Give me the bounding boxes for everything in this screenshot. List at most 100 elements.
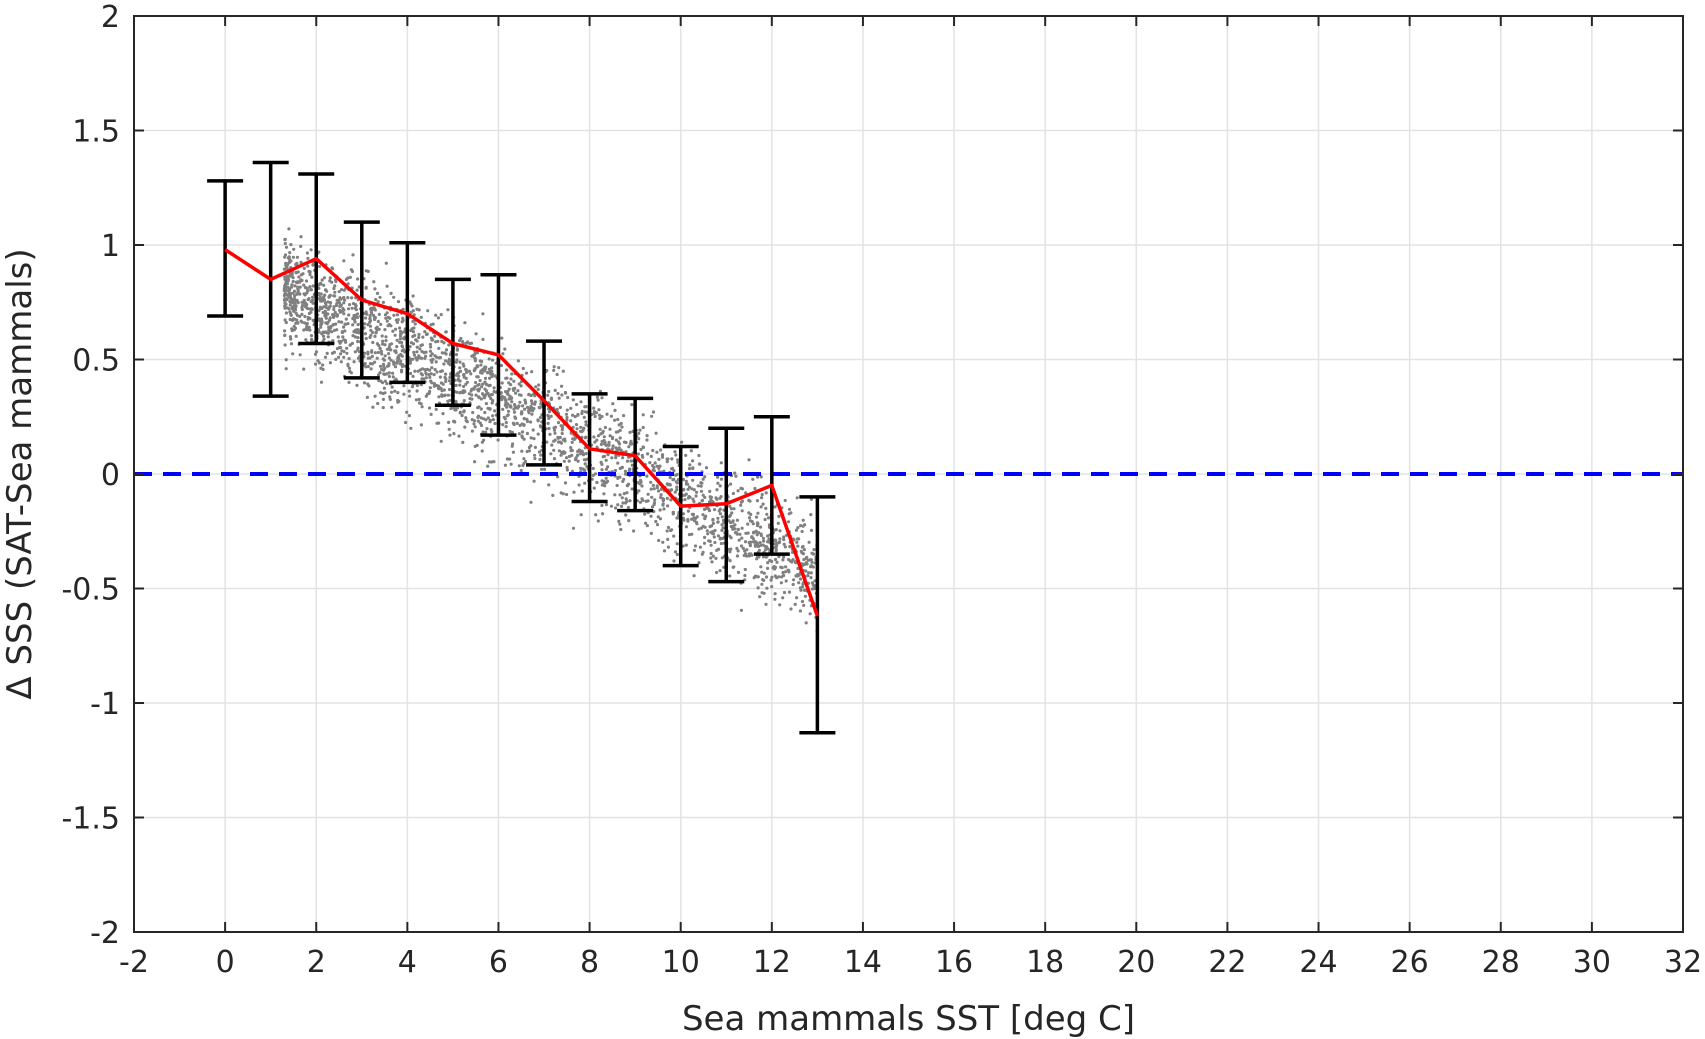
scatter-point — [291, 291, 295, 295]
scatter-point — [624, 497, 628, 501]
scatter-point — [718, 512, 723, 516]
scatter-point — [756, 475, 760, 479]
scatter-point — [564, 456, 569, 460]
scatter-point — [690, 517, 694, 521]
scatter-point — [310, 337, 314, 341]
scatter-point — [337, 320, 341, 324]
scatter-point — [606, 453, 610, 457]
scatter-point — [332, 305, 336, 309]
scatter-point — [334, 322, 338, 326]
scatter-point — [529, 436, 533, 440]
scatter-point — [295, 292, 299, 296]
scatter-point — [411, 342, 416, 346]
x-tick-label: -2 — [119, 945, 149, 980]
scatter-point — [364, 336, 368, 341]
scatter-point — [378, 371, 382, 375]
scatter-point — [744, 491, 748, 495]
scatter-point — [464, 382, 468, 386]
scatter-point — [708, 495, 712, 499]
scatter-point — [319, 297, 323, 301]
scatter-point — [720, 515, 724, 519]
scatter-point — [368, 356, 372, 360]
scatter-point — [779, 581, 784, 585]
scatter-point — [665, 460, 669, 464]
scatter-point — [614, 446, 618, 450]
scatter-point — [600, 396, 604, 400]
scatter-point — [628, 430, 632, 434]
scatter-point — [770, 585, 774, 589]
scatter-point — [524, 401, 528, 405]
scatter-point — [709, 543, 713, 547]
scatter-point — [753, 540, 757, 544]
scatter-point — [502, 415, 506, 419]
scatter-point — [478, 359, 482, 363]
scatter-point — [604, 481, 608, 485]
scatter-point — [751, 522, 755, 526]
scatter-point — [715, 488, 719, 492]
scatter-point — [530, 370, 534, 374]
scatter-point — [377, 327, 381, 331]
scatter-point — [706, 532, 710, 536]
scatter-point — [651, 448, 655, 453]
scatter-point — [604, 458, 608, 462]
scatter-point — [433, 354, 437, 358]
scatter-point — [464, 416, 468, 420]
scatter-point — [592, 435, 596, 439]
scatter-point — [381, 362, 386, 366]
scatter-point — [695, 522, 699, 526]
scatter-point — [389, 324, 393, 328]
scatter-point — [388, 395, 392, 399]
scatter-point — [782, 555, 786, 559]
y-tick-label: 0.5 — [72, 344, 120, 379]
scatter-point — [390, 390, 394, 394]
scatter-point — [756, 511, 760, 515]
scatter-point — [436, 316, 440, 320]
scatter-point — [479, 397, 483, 401]
scatter-point — [482, 438, 486, 442]
scatter-point — [758, 525, 763, 529]
scatter-point — [523, 398, 527, 402]
scatter-point — [488, 376, 492, 380]
scatter-point — [509, 462, 513, 466]
scatter-point — [656, 515, 660, 519]
scatter-point — [351, 334, 355, 338]
scatter-point — [391, 360, 395, 364]
scatter-point — [459, 390, 463, 394]
scatter-point — [381, 406, 385, 410]
scatter-point — [475, 443, 479, 447]
scatter-point — [618, 493, 622, 497]
scatter-point — [378, 295, 382, 299]
scatter-point — [454, 353, 459, 357]
scatter-point — [775, 576, 779, 580]
scatter-point — [469, 341, 474, 345]
scatter-point — [491, 358, 495, 362]
scatter-point — [423, 330, 427, 334]
scatter-point — [560, 424, 564, 428]
scatter-point — [395, 361, 399, 365]
scatter-point — [394, 327, 398, 331]
scatter-point — [443, 375, 447, 379]
scatter-point — [659, 448, 663, 452]
scatter-point — [641, 445, 645, 449]
axis-ticks — [133, 15, 1684, 933]
scatter-point — [533, 456, 537, 461]
scatter-point — [739, 608, 744, 612]
scatter-point — [353, 350, 357, 354]
scatter-point — [707, 539, 711, 543]
scatter-point — [462, 410, 466, 414]
scatter-point — [409, 328, 413, 333]
scatter-point — [766, 516, 771, 520]
scatter-point — [357, 331, 361, 335]
scatter-point — [322, 283, 326, 287]
scatter-point — [309, 288, 313, 292]
scatter-point — [342, 312, 346, 316]
scatter-point — [286, 289, 290, 293]
scatter-point — [447, 427, 451, 431]
scatter-point — [795, 496, 799, 500]
scatter-point — [560, 431, 564, 436]
x-axis-label: Sea mammals SST [deg C] — [682, 999, 1135, 1039]
scatter-point — [438, 355, 442, 360]
scatter-point — [697, 453, 701, 458]
scatter-point — [714, 556, 718, 561]
scatter-point — [618, 436, 622, 440]
